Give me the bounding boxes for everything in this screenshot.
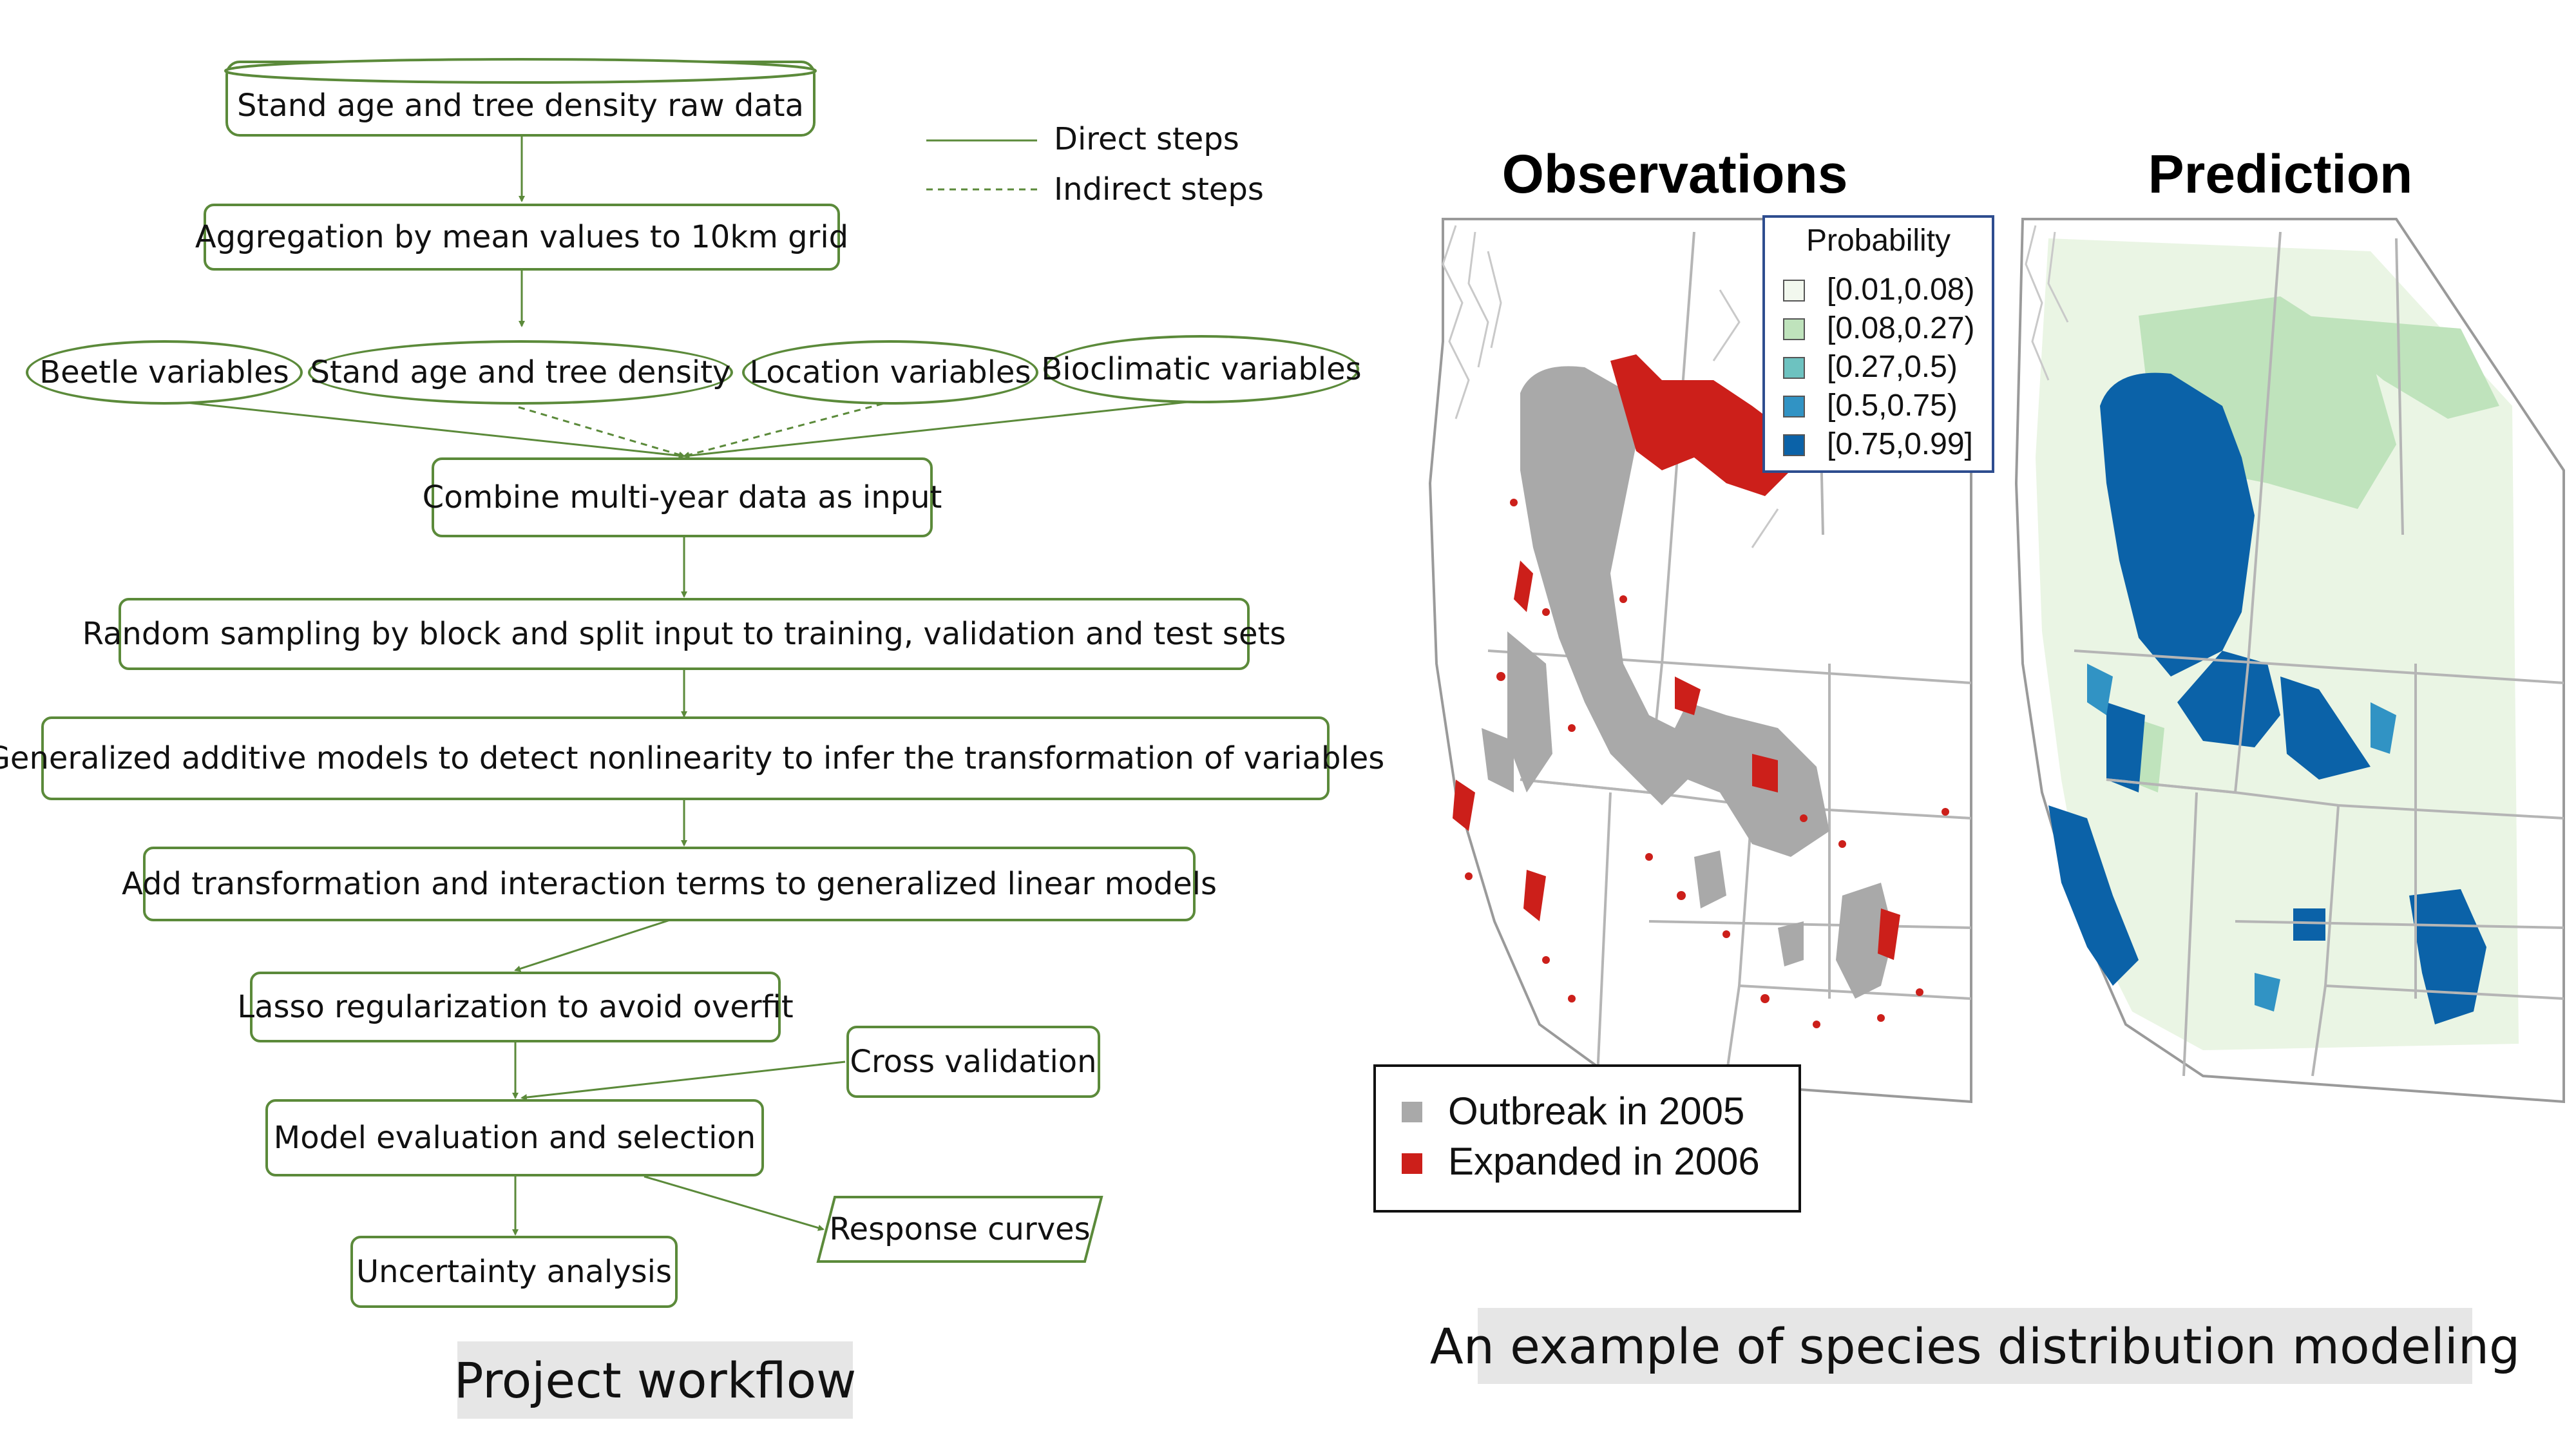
gam-node: Generalized additive models to detect no… [0, 716, 1384, 800]
gam-label: Generalized additive models to detect no… [0, 740, 1385, 776]
bioclimatic-variables-label: Bioclimatic variables [1041, 351, 1362, 387]
sampling-label: Random sampling by block and split input… [82, 616, 1286, 652]
probability-swatch-5 [1783, 434, 1805, 456]
raw-data-label: Stand age and tree density raw data [237, 88, 804, 124]
probability-swatch-4 [1783, 396, 1805, 417]
sdm-caption: An example of species distribution model… [1430, 1308, 2520, 1384]
beetle-variables-node: Beetle variables [26, 340, 303, 405]
outbreak-swatch-2005 [1402, 1102, 1422, 1122]
observations-title: Observations [1502, 144, 1848, 204]
prediction-map [2014, 218, 2565, 1104]
probability-label-1: [0.01,0.08) [1827, 273, 1975, 307]
workflow-connectors [168, 137, 1200, 1236]
glm-node: Add transformation and interaction terms… [122, 847, 1217, 921]
probability-legend: Probability [0.01,0.08) [0.08,0.27) [0.2… [1762, 215, 1994, 473]
bioclimatic-variables-node: Bioclimatic variables [1041, 335, 1362, 403]
combine-node: Combine multi-year data as input [423, 457, 942, 537]
evaluation-label: Model evaluation and selection [273, 1120, 756, 1156]
probability-label-4: [0.5,0.75) [1827, 389, 1958, 423]
aggregation-label: Aggregation by mean values to 10km grid [195, 219, 849, 255]
probability-legend-title: Probability [1806, 224, 1951, 258]
lasso-node: Lasso regularization to avoid overfit [237, 972, 794, 1042]
response-curves-shape [816, 1196, 1103, 1263]
cylinder-top [224, 58, 817, 84]
probability-label-5: [0.75,0.99] [1827, 427, 1973, 461]
cross-validation-node: Cross validation [846, 1026, 1100, 1098]
prediction-title: Prediction [2148, 144, 2413, 204]
combine-label: Combine multi-year data as input [422, 479, 942, 515]
workflow-caption: Project workflow [454, 1341, 856, 1419]
legend-indirect-label: Indirect steps [1054, 171, 1264, 207]
probability-label-3: [0.27,0.5) [1827, 350, 1958, 384]
sampling-node: Random sampling by block and split input… [82, 598, 1286, 670]
uncertainty-label: Uncertainty analysis [356, 1254, 673, 1290]
legend-direct-label: Direct steps [1054, 121, 1239, 157]
response-curves-node: Response curves [816, 1195, 1104, 1264]
outbreak-legend: Outbreak in 2005 Expanded in 2006 [1373, 1064, 1801, 1213]
expanded-label-2006: Expanded in 2006 [1448, 1140, 1760, 1183]
location-variables-label: Location variables [749, 354, 1031, 390]
probability-swatch-1 [1783, 280, 1805, 302]
probability-swatch-3 [1783, 357, 1805, 379]
uncertainty-node: Uncertainty analysis [350, 1236, 678, 1308]
probability-swatch-2 [1783, 318, 1805, 340]
evaluation-node: Model evaluation and selection [265, 1099, 764, 1176]
glm-label: Add transformation and interaction terms… [122, 866, 1217, 902]
stand-age-label: Stand age and tree density [310, 354, 731, 390]
outbreak-label-2005: Outbreak in 2005 [1448, 1089, 1745, 1133]
expanded-swatch-2006 [1402, 1153, 1422, 1174]
stand-age-node: Stand age and tree density [308, 340, 733, 405]
lasso-label: Lasso regularization to avoid overfit [237, 989, 794, 1025]
cross-validation-label: Cross validation [850, 1044, 1097, 1080]
aggregation-node: Aggregation by mean values to 10km grid [195, 204, 848, 271]
response-curves-label: Response curves [829, 1211, 1091, 1247]
location-variables-node: Location variables [742, 340, 1038, 405]
beetle-variables-label: Beetle variables [39, 354, 289, 390]
probability-label-2: [0.08,0.27) [1827, 311, 1975, 345]
